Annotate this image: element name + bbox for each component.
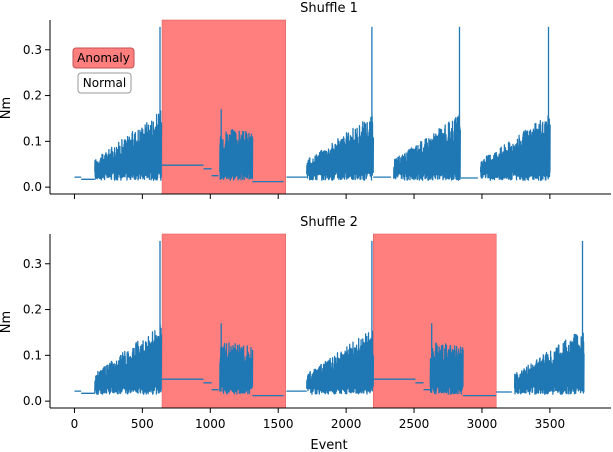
subplot-title: Shuffle 2 <box>300 215 358 230</box>
x-tick-label: 3000 <box>467 417 498 431</box>
legend-normal-box <box>77 72 132 94</box>
y-tick-label: 0.3 <box>23 257 42 271</box>
y-tick-label: 0.1 <box>23 134 42 148</box>
y-axis-label: Nm <box>0 97 14 119</box>
x-tick-label: 2000 <box>331 417 362 431</box>
y-tick-label: 0.3 <box>23 43 42 57</box>
torque-series-line <box>74 240 585 397</box>
x-axis-label: Event <box>310 438 347 452</box>
y-axis-label: Nm <box>0 311 14 333</box>
y-tick-label: 0.1 <box>23 348 42 362</box>
y-tick-label: 0.2 <box>23 303 42 317</box>
subplot-shuffle-1: Shuffle 1 Nm 0.0 0.1 0.2 0.3 <box>0 1 611 199</box>
legend-normal-label: Normal <box>83 76 126 90</box>
x-tick-label: 500 <box>131 417 154 431</box>
subplot-shuffle-2: Shuffle 2 Nm Event 0.0 0.1 0.2 0.3 0 500 1000 1… <box>0 215 611 452</box>
x-tick-label: 3500 <box>535 417 566 431</box>
x-tick-label: 2500 <box>399 417 430 431</box>
subplot-title: Shuffle 1 <box>300 1 358 16</box>
y-tick-label: 0.0 <box>23 394 42 408</box>
y-tick-label: 0.0 <box>23 180 42 194</box>
torque-series-line <box>74 26 551 183</box>
legend-anomaly-label: Anomaly <box>77 51 130 65</box>
x-tick-label: 1500 <box>263 417 294 431</box>
y-tick-label: 0.2 <box>23 89 42 103</box>
x-tick-label: 1000 <box>195 417 226 431</box>
legend-anomaly-box <box>72 47 135 69</box>
x-tick-label: 0 <box>71 417 79 431</box>
legend: Anomaly Normal <box>72 47 135 94</box>
